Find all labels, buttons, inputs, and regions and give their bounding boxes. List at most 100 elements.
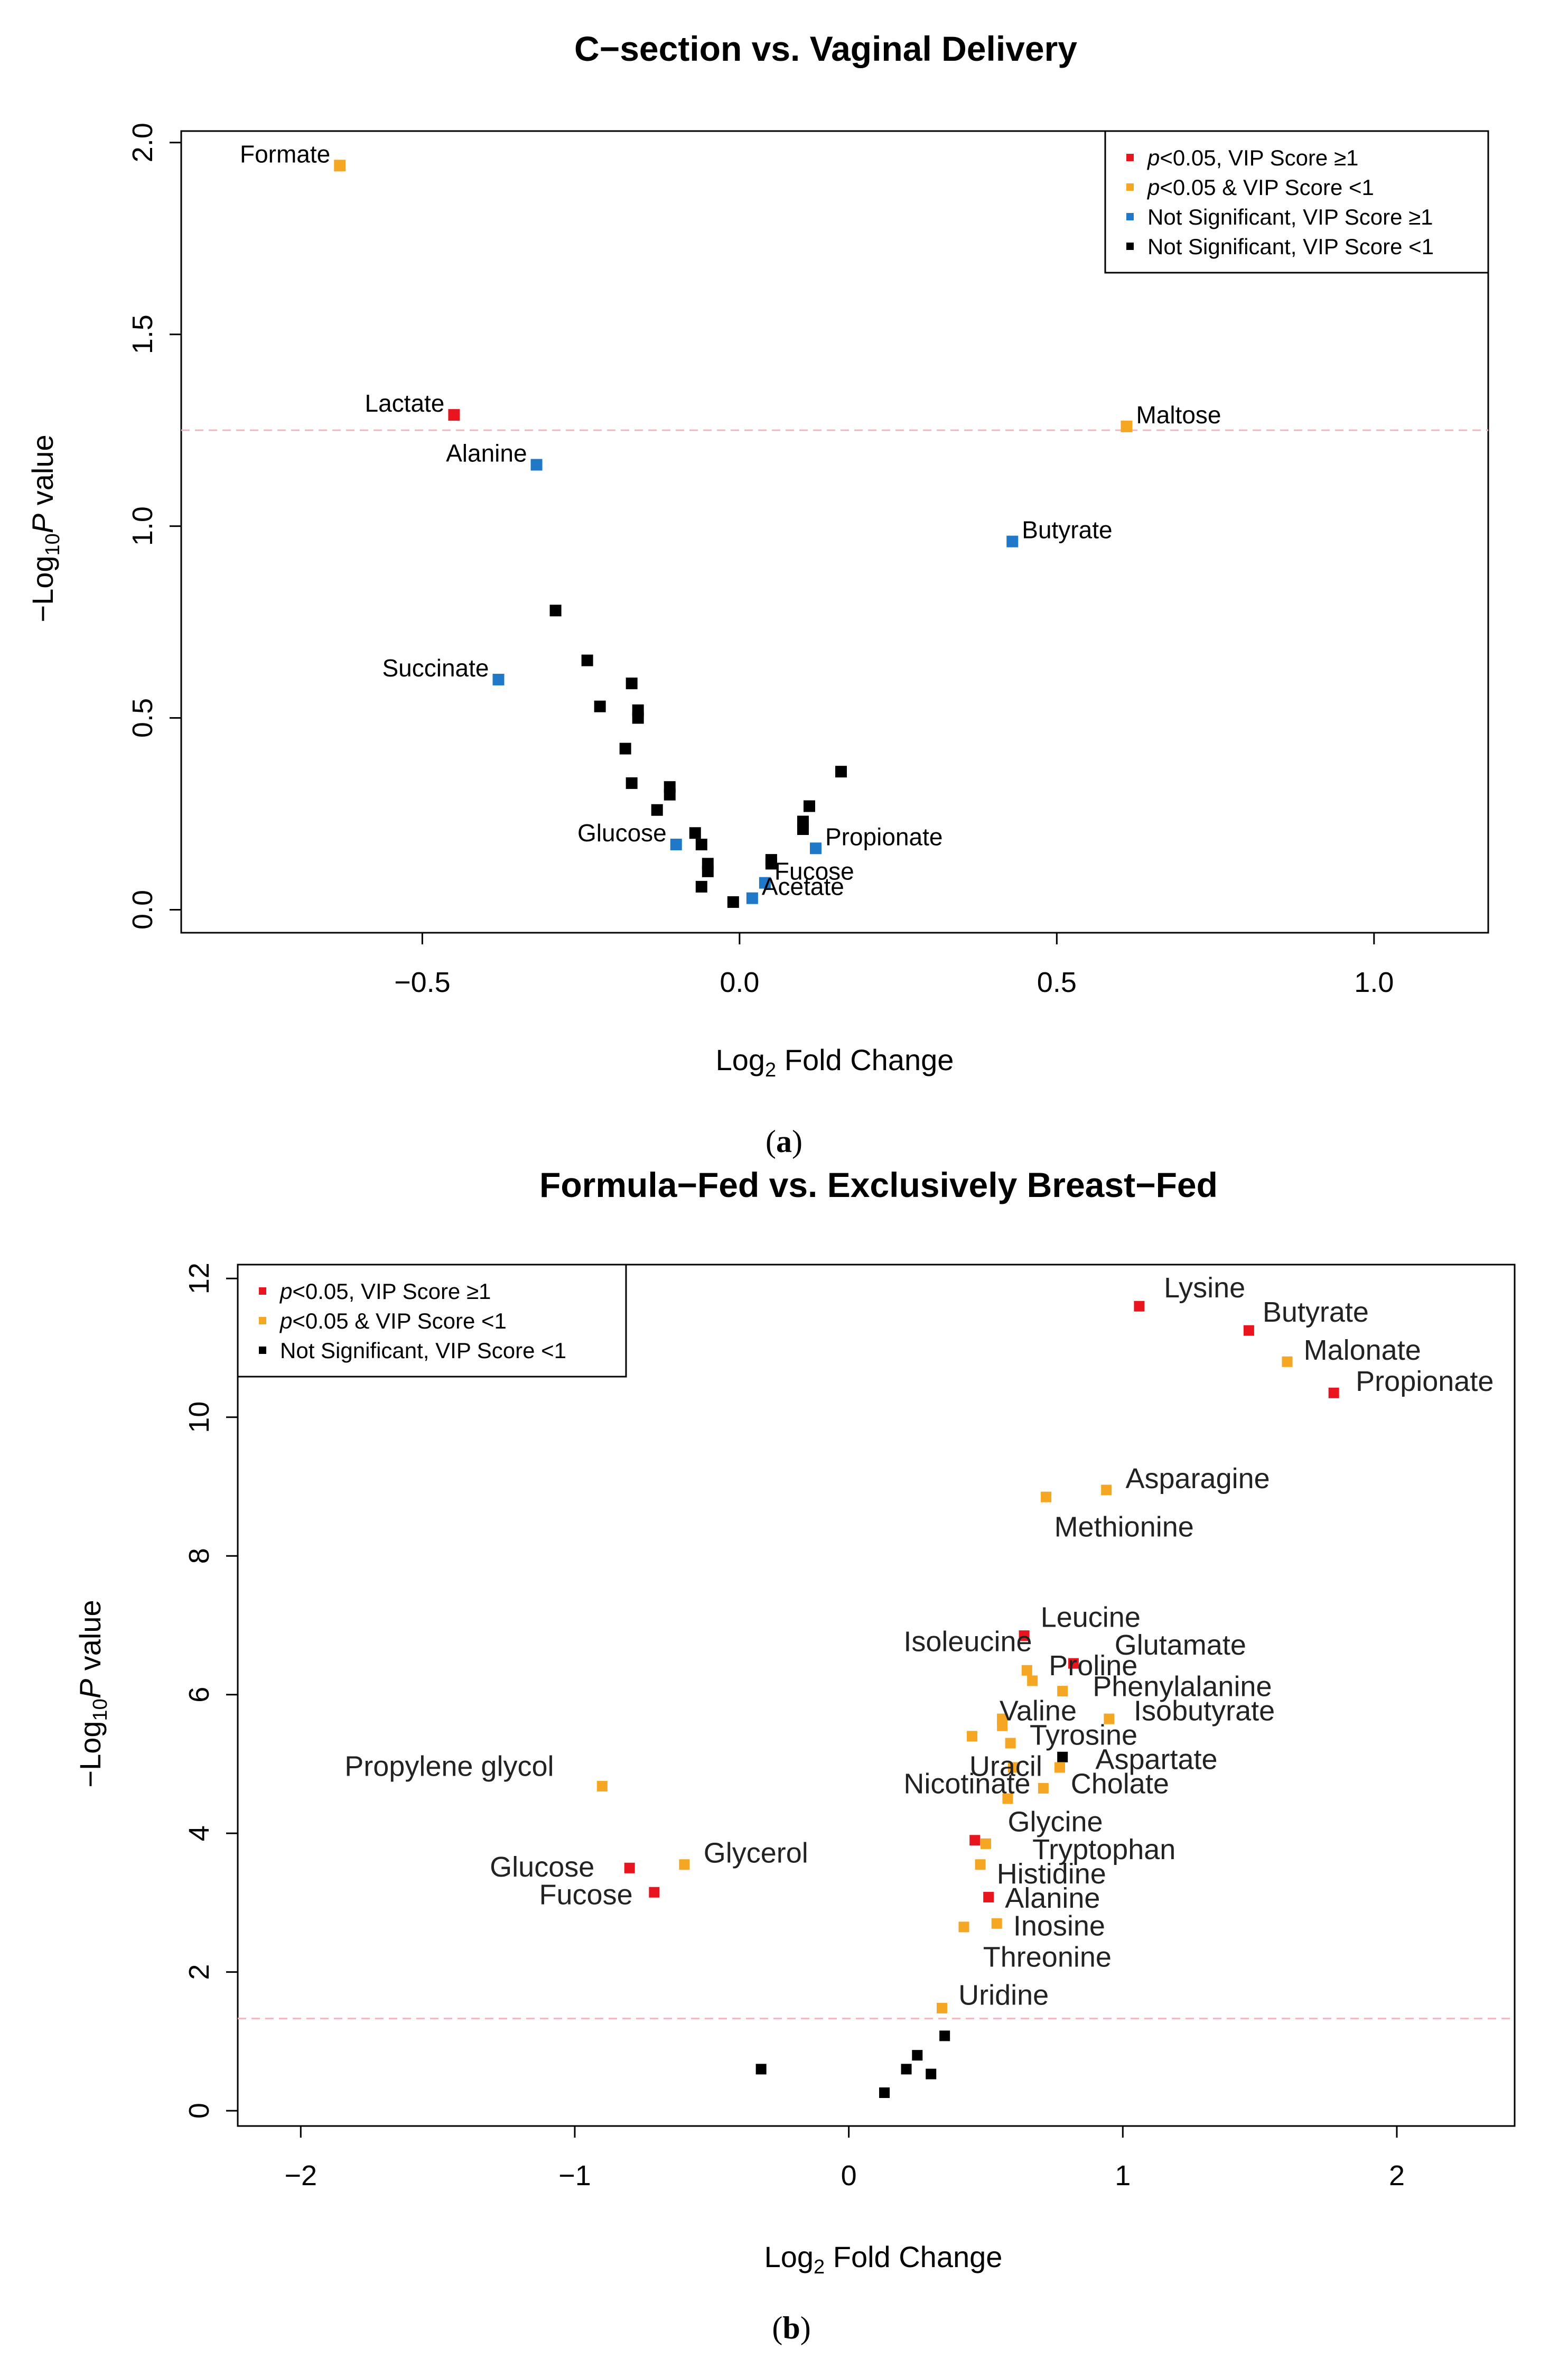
point-label-glucose: Glucose bbox=[490, 1851, 594, 1883]
point-label-isoleucine: Isoleucine bbox=[903, 1626, 1032, 1657]
panel-a-y-tick-label: 0.0 bbox=[127, 890, 158, 930]
data-point-inosine bbox=[991, 1918, 1002, 1929]
data-point-uridine bbox=[936, 2002, 947, 2013]
point-label-lysine: Lysine bbox=[1164, 1272, 1245, 1304]
data-point bbox=[912, 2050, 923, 2061]
point-label-lactate: Lactate bbox=[365, 389, 445, 417]
data-point-asparagine bbox=[1101, 1484, 1112, 1496]
panel-b-x-tick-label: 0 bbox=[841, 2160, 857, 2192]
data-point bbox=[549, 605, 562, 617]
panel-b-caption-letter: b bbox=[782, 2310, 800, 2345]
panel-a-x-tick-label: 1.0 bbox=[1354, 967, 1394, 998]
legend-swatch bbox=[1126, 213, 1134, 220]
data-point bbox=[581, 654, 593, 666]
data-point bbox=[1054, 1762, 1066, 1773]
data-point bbox=[797, 823, 809, 835]
data-point bbox=[695, 839, 707, 851]
panel-b-caption: (b) bbox=[772, 2310, 810, 2345]
panel-a-title: C−section vs. Vaginal Delivery bbox=[574, 29, 1077, 68]
data-point bbox=[664, 788, 676, 801]
data-point bbox=[651, 804, 663, 816]
panel-b-y-tick-label: 4 bbox=[183, 1825, 215, 1841]
data-point-proline bbox=[1027, 1675, 1038, 1686]
data-point-propionate bbox=[809, 842, 822, 855]
data-point bbox=[626, 777, 638, 789]
point-label-propionate: Propionate bbox=[825, 823, 943, 850]
panel-b-y-axis-label: −Log10P value bbox=[73, 1600, 111, 1787]
data-point bbox=[765, 858, 777, 870]
data-point bbox=[689, 827, 701, 839]
data-point-phenylalanine bbox=[1057, 1686, 1068, 1697]
panel-b-y-tick-label: 12 bbox=[183, 1262, 215, 1294]
panel-b-ylabel-sub: 10 bbox=[89, 1698, 111, 1721]
panel-b-x-tick-label: 2 bbox=[1389, 2160, 1405, 2192]
data-point-propionate bbox=[1328, 1387, 1339, 1398]
data-point-uracil bbox=[1007, 1762, 1019, 1773]
point-label-valine: Valine bbox=[1000, 1695, 1077, 1726]
point-label-fucose: Fucose bbox=[539, 1879, 633, 1910]
panel-a-x-tick-label: 0.5 bbox=[1037, 967, 1077, 998]
panel-a-ylabel-p: P bbox=[26, 514, 59, 533]
legend-entry: Not Significant, VIP Score <1 bbox=[280, 1338, 566, 1363]
panel-a-ylabel-rest: value bbox=[26, 434, 59, 513]
data-point-acetate bbox=[746, 892, 758, 904]
legend-swatch bbox=[1126, 154, 1134, 161]
point-label-cholate: Cholate bbox=[1071, 1768, 1169, 1799]
data-point-fucose bbox=[649, 1887, 660, 1898]
data-point bbox=[901, 2064, 912, 2075]
panel-a-x-tick-label: 0.0 bbox=[720, 967, 759, 998]
data-point bbox=[967, 1731, 978, 1742]
point-label-malonate: Malonate bbox=[1304, 1334, 1421, 1366]
panel-a-y-tick-label: 0.5 bbox=[127, 698, 158, 738]
panel-a-y-tick-label: 1.0 bbox=[127, 506, 158, 546]
panel-b-legend-box bbox=[237, 1264, 627, 1378]
point-label-fucose: Fucose bbox=[774, 858, 854, 885]
point-label-asparagine: Asparagine bbox=[1125, 1463, 1270, 1494]
data-point-glucose bbox=[670, 839, 682, 851]
panel-a-xlabel-rest: Fold Change bbox=[776, 1043, 954, 1076]
panel-a-caption: (a) bbox=[766, 1124, 802, 1159]
data-point bbox=[755, 2064, 767, 2075]
data-point-alanine bbox=[983, 1891, 994, 1902]
data-point-glycine bbox=[969, 1835, 981, 1846]
point-label-formate: Formate bbox=[240, 140, 330, 168]
data-point-tryptophan bbox=[980, 1838, 991, 1849]
data-point-glycerol bbox=[679, 1859, 690, 1870]
panel-a-y-tick-label: 1.5 bbox=[127, 314, 158, 354]
data-point-butyrate bbox=[1006, 535, 1019, 547]
data-point-alanine bbox=[530, 459, 543, 471]
data-point-aspartate bbox=[1057, 1751, 1068, 1762]
panel-b-y-ticks: 0 2 4 6 8 10 12 bbox=[183, 1262, 238, 2119]
panel-b-y-tick-label: 8 bbox=[183, 1548, 215, 1564]
panel-b-legend: p<0.05, VIP Score ≥1 p<0.05 & VIP Score <… bbox=[237, 1264, 627, 1378]
legend-swatch bbox=[259, 1287, 266, 1295]
data-point-lactate bbox=[448, 409, 460, 421]
panel-b-ylabel-p: P bbox=[73, 1679, 107, 1698]
point-label-leucine: Leucine bbox=[1041, 1601, 1141, 1633]
data-point bbox=[594, 700, 606, 712]
data-point-cholate bbox=[1038, 1783, 1049, 1794]
panel-b-y-tick-label: 6 bbox=[183, 1687, 215, 1703]
legend-entry: Not Significant, VIP Score ≥1 bbox=[1147, 205, 1433, 229]
legend-entry: p<0.05, VIP Score ≥1 bbox=[1146, 145, 1358, 170]
point-label-butyrate: Butyrate bbox=[1263, 1296, 1369, 1328]
panel-b-xlabel-sub: 2 bbox=[814, 2256, 825, 2278]
panel-a-ylabel-sub: 10 bbox=[42, 533, 64, 555]
data-point bbox=[632, 712, 644, 724]
data-point-glucose bbox=[624, 1862, 635, 1873]
data-point-succinate bbox=[492, 673, 505, 685]
point-label-isobutyrate: Isobutyrate bbox=[1134, 1695, 1275, 1726]
panel-a-xlabel-sub: 2 bbox=[765, 1059, 776, 1081]
data-point-butyrate bbox=[1243, 1325, 1254, 1336]
data-point-propylene-glycol bbox=[596, 1780, 608, 1791]
data-point bbox=[803, 800, 815, 812]
data-point bbox=[619, 742, 631, 755]
point-label-butyrate: Butyrate bbox=[1022, 516, 1112, 544]
data-point bbox=[835, 766, 847, 778]
panel-b-y-tick-label: 0 bbox=[183, 2103, 215, 2119]
data-point-malonate bbox=[1282, 1356, 1293, 1367]
panel-a-xlabel-main: Log bbox=[716, 1043, 765, 1076]
panel-b-ylabel-rest: value bbox=[73, 1600, 107, 1678]
